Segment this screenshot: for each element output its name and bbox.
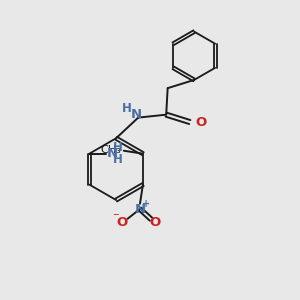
Text: H: H (113, 141, 123, 154)
Text: H: H (122, 102, 132, 115)
Text: +: + (142, 199, 150, 209)
Text: H: H (113, 153, 123, 166)
Text: CH₃: CH₃ (101, 145, 122, 154)
Text: O: O (150, 216, 161, 229)
Text: ⁻: ⁻ (112, 212, 119, 224)
Text: N: N (130, 108, 141, 121)
Text: O: O (117, 216, 128, 229)
Text: O: O (195, 116, 206, 128)
Text: N: N (134, 202, 146, 215)
Text: N: N (107, 147, 118, 160)
